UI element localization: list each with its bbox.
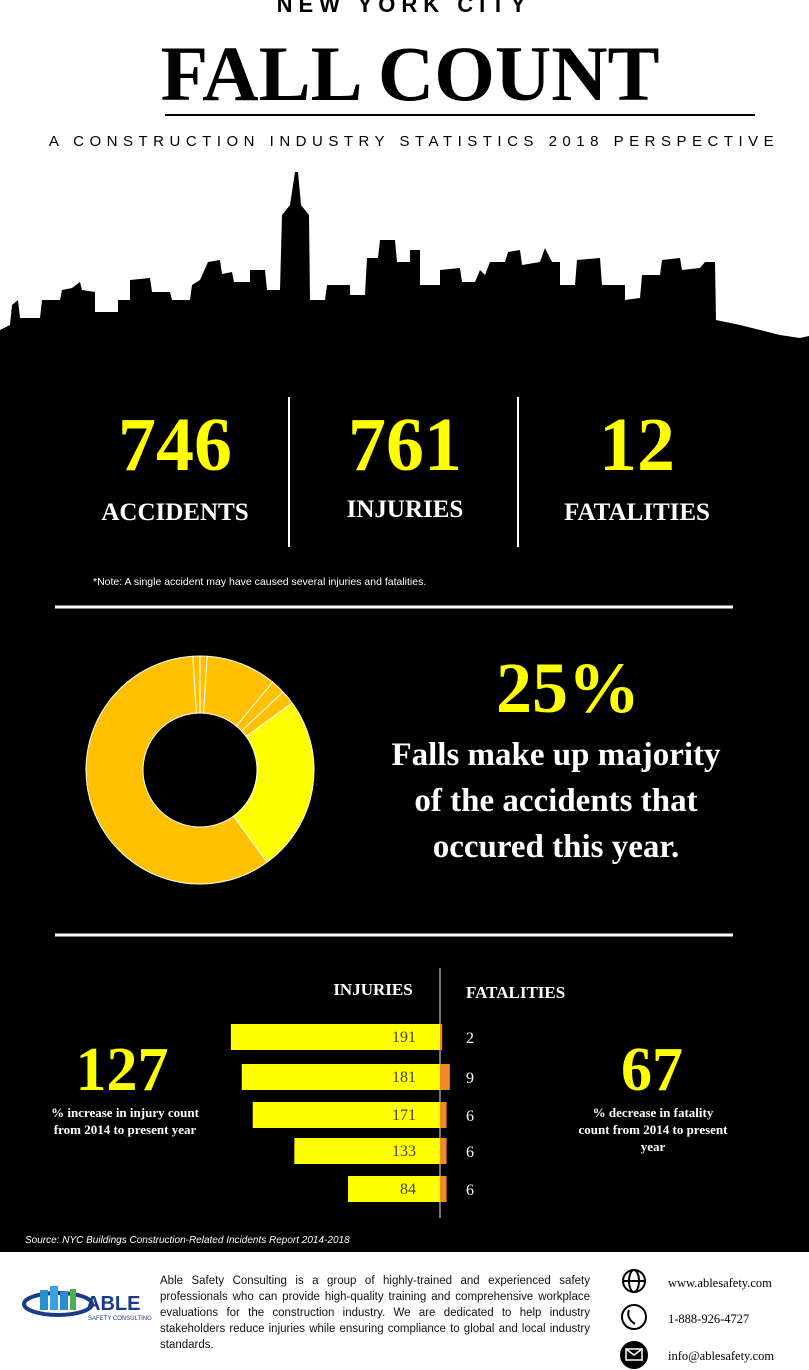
falls-text: of the accidents that: [414, 783, 697, 819]
stat-label: FATALITIES: [564, 499, 710, 526]
icons: [620, 1269, 648, 1369]
fatality-value: 6: [466, 1108, 474, 1125]
increase-value: 127: [76, 1036, 169, 1104]
note: *Note: A single accident may have caused…: [93, 576, 426, 588]
kicker: NEW YORK CITY: [277, 0, 532, 17]
injury-bar: [294, 1138, 440, 1164]
injury-value: 171: [392, 1107, 416, 1124]
donut-segment: [192, 655, 201, 714]
fatality-bar: [440, 1176, 447, 1202]
injury-value: 191: [392, 1029, 416, 1046]
fatality-bar: [440, 1102, 447, 1128]
stat-label: ACCIDENTS: [101, 499, 248, 526]
injury-bar: [252, 1102, 440, 1128]
source: Source: NYC Buildings Construction-Relat…: [25, 1235, 350, 1246]
fatality-value: 9: [466, 1070, 474, 1087]
decrease-text: % decrease in fatality count from 2014 t…: [578, 1105, 728, 1154]
logo: ABLE SAFETY CONSULTING: [22, 1286, 152, 1322]
fatality-bar: [440, 1024, 443, 1050]
stat-value: 761: [348, 403, 462, 487]
falls-text: occured this year.: [433, 829, 680, 865]
increase-text: % increase in injury count from 2014 to …: [51, 1105, 199, 1137]
injury-value: 133: [392, 1143, 416, 1160]
injury-bar: [348, 1176, 440, 1202]
fatality-bar: [440, 1138, 447, 1164]
falls-text: Falls make up majority: [391, 737, 721, 773]
skyline: [0, 172, 809, 356]
donut-segment: [85, 655, 268, 885]
phone[interactable]: 1-888-926-4727: [668, 1312, 749, 1326]
injury-value: 181: [392, 1069, 416, 1086]
fatalities-label: FATALITIES: [466, 983, 565, 1002]
title: FALL COUNT: [160, 30, 659, 117]
stat-value: 12: [599, 403, 675, 487]
about: Able Safety Consulting is a group of hig…: [160, 1275, 590, 1351]
fatality-value: 6: [466, 1144, 474, 1161]
subtitle: A CONSTRUCTION INDUSTRY STATISTICS 2018 …: [49, 133, 779, 150]
donut-segment: [232, 702, 315, 863]
stat-label: INJURIES: [347, 496, 464, 523]
injury-value: 84: [400, 1181, 416, 1198]
injury-bar: [241, 1064, 440, 1090]
decrease-value: 67: [621, 1036, 683, 1104]
fatality-value: 2: [466, 1030, 474, 1047]
stat-value: 746: [118, 403, 232, 487]
fatality-value: 6: [466, 1182, 474, 1199]
injuries-label: INJURIES: [333, 980, 412, 999]
logo-sub: SAFETY CONSULTING: [88, 1316, 152, 1322]
logo-name: ABLE: [86, 1293, 140, 1315]
email[interactable]: info@ablesafety.com: [668, 1349, 774, 1363]
website[interactable]: www.ablesafety.com: [668, 1276, 772, 1290]
headline: 25%: [496, 648, 640, 728]
injury-bar: [230, 1024, 440, 1050]
fatality-bar: [440, 1064, 450, 1090]
